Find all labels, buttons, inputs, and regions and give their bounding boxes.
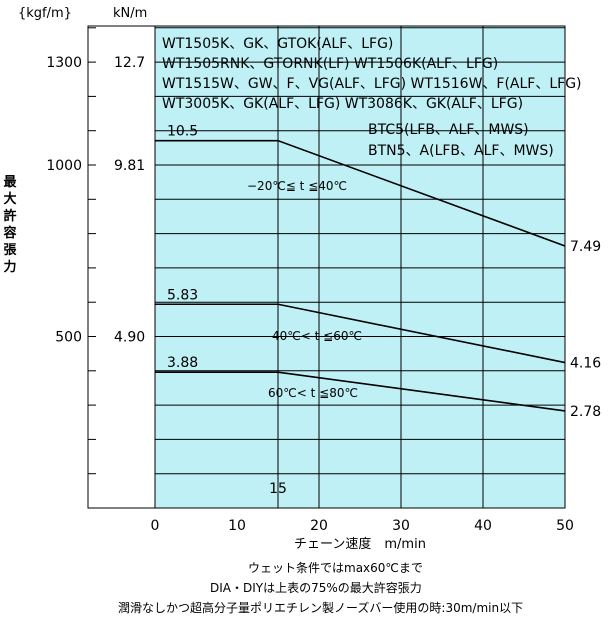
series-condition-label: 60℃< t ≦80℃: [268, 386, 358, 400]
series-line-3: [155, 371, 566, 412]
x-tick-label: 30: [392, 518, 410, 534]
chain-model-label: WT1515W、GW、F、VG(ALF、LFG) WT1516W、F(ALF、L…: [162, 76, 582, 92]
note-lubrication: 潤滑なしかつ超高分子量ポリエチレン製ノーズバー使用の時:30m/min以下: [118, 601, 524, 615]
series-line-1: [155, 139, 566, 247]
note-dia-diy: DIA・DIYは上表の75%の最大許容張力: [210, 581, 422, 595]
x-tick-label: 50: [556, 518, 574, 534]
series-condition-label: −20℃≦ t ≦40℃: [247, 179, 347, 193]
series-end-label: 4.16: [570, 356, 601, 372]
x-tick-label: 0: [151, 518, 160, 534]
x-axis-label: チェーン速度 m/min: [294, 536, 426, 552]
series-end-label: 7.49: [570, 239, 601, 255]
series-start-label: 5.83: [167, 287, 198, 303]
y-tick-label-kn: 9.81: [114, 158, 145, 174]
y-tick-label-kgf: 1300: [46, 55, 82, 71]
chain-model-label: BTN5、A(LFB、ALF、MWS): [368, 143, 554, 159]
y-tick-label-kgf: 500: [55, 330, 82, 346]
series-start-label: 10.5: [167, 124, 198, 140]
chain-model-label: WT1505K、GK、GTOK(ALF、LFG): [162, 36, 393, 52]
annotation-15: 15: [269, 481, 287, 497]
series-start-label: 3.88: [167, 355, 198, 371]
y-axis-label: 最大許容張力: [3, 175, 17, 275]
chain-model-label: WT1505RNK、GTORNK(LF) WT1506K(ALF、LFG): [162, 56, 498, 72]
x-tick-label: 10: [228, 518, 246, 534]
series-line-2: [155, 303, 566, 364]
y-tick-label-kn: 12.7: [114, 55, 145, 71]
y-tick-label-kn: 4.90: [114, 330, 145, 346]
plot-frame: [87, 25, 566, 509]
unit-kn-label: kN/m: [113, 6, 148, 21]
chain-model-label: BTC5(LFB、ALF、MWS): [368, 122, 529, 138]
x-tick-label: 20: [310, 518, 328, 534]
y-tick-label-kgf: 1000: [46, 158, 82, 174]
series-end-label: 2.78: [570, 404, 601, 420]
plot-background: [155, 26, 565, 508]
series-condition-label: 40℃< t ≦60℃: [272, 329, 362, 343]
note-wet: ウェット条件ではmax60℃まで: [248, 561, 423, 575]
x-tick-label: 40: [474, 518, 492, 534]
unit-kgf-label: {kgf/m}: [18, 6, 72, 21]
chain-model-label: WT3005K、GK(ALF、LFG) WT3086K、GK(ALF、LFG): [162, 96, 523, 112]
